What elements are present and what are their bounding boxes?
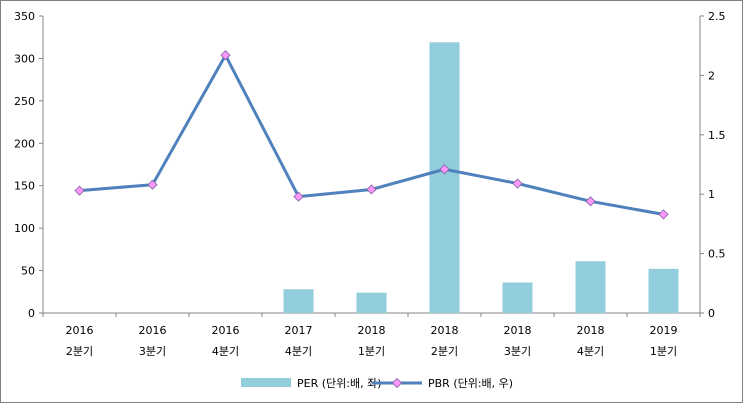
- right-tick-label: 0.5: [708, 248, 726, 261]
- per-bar: [283, 289, 314, 313]
- left-tick-label: 150: [14, 180, 35, 193]
- pbr-point: [512, 178, 523, 189]
- left-tick-label: 0: [28, 307, 35, 320]
- pbr-point: [147, 179, 158, 190]
- left-tick-label: 250: [14, 95, 35, 108]
- x-tick-label: 2018: [358, 324, 386, 337]
- legend-pbr-label: PBR (단위:배, 우): [428, 377, 513, 390]
- right-tick-label: 0: [708, 307, 715, 320]
- x-tick-label: 2016: [66, 324, 94, 337]
- pbr-point: [439, 164, 450, 175]
- x-tick-label: 2018: [431, 324, 459, 337]
- left-tick-label: 300: [14, 52, 35, 65]
- pbr-point: [585, 196, 596, 207]
- x-tick-label: 2분기: [66, 345, 93, 358]
- x-tick-label: 4분기: [285, 345, 312, 358]
- legend-per-label: PER (단위:배, 좌): [297, 377, 382, 390]
- left-tick-label: 350: [14, 10, 35, 23]
- pbr-line: [74, 50, 669, 220]
- x-tick-label: 2016: [139, 324, 167, 337]
- x-tick-label: 2018: [577, 324, 605, 337]
- pbr-point: [74, 185, 85, 196]
- right-tick-label: 2: [708, 69, 715, 82]
- pbr-point: [220, 50, 231, 61]
- x-tick-label: 4분기: [212, 345, 239, 358]
- right-tick-label: 2.5: [708, 10, 726, 23]
- legend: PER (단위:배, 좌) PBR (단위:배, 우): [241, 377, 513, 390]
- x-tick-label: 1분기: [358, 345, 385, 358]
- x-tick-label: 2019: [650, 324, 678, 337]
- per-bar: [429, 42, 460, 313]
- x-tick-label: 2016: [212, 324, 240, 337]
- left-tick-label: 100: [14, 222, 35, 235]
- per-bar: [575, 261, 606, 313]
- left-tick-label: 50: [21, 265, 35, 278]
- right-tick-label: 1.5: [708, 129, 726, 142]
- x-tick-label: 1분기: [650, 345, 677, 358]
- x-tick-label: 2분기: [431, 345, 458, 358]
- x-tick-label: 4분기: [577, 345, 604, 358]
- x-tick-label: 2018: [504, 324, 532, 337]
- per-bar: [648, 268, 679, 313]
- left-tick-label: 200: [14, 137, 35, 150]
- legend-per-swatch: [241, 378, 291, 387]
- pbr-point: [293, 191, 304, 202]
- x-tick-label: 2017: [285, 324, 313, 337]
- per-bars: [283, 42, 679, 313]
- axes: 0 50 100 150 200 250 300 350 0 0.5 1 1.5 2 2.5 2016 2분기…: [14, 10, 726, 358]
- x-tick-label: 3분기: [139, 345, 166, 358]
- pbr-point: [658, 209, 669, 220]
- legend-pbr-marker: [391, 377, 403, 389]
- pbr-point: [366, 184, 377, 195]
- right-tick-label: 1: [708, 188, 715, 201]
- per-bar: [502, 282, 533, 313]
- x-tick-label: 3분기: [504, 345, 531, 358]
- per-bar: [356, 292, 387, 313]
